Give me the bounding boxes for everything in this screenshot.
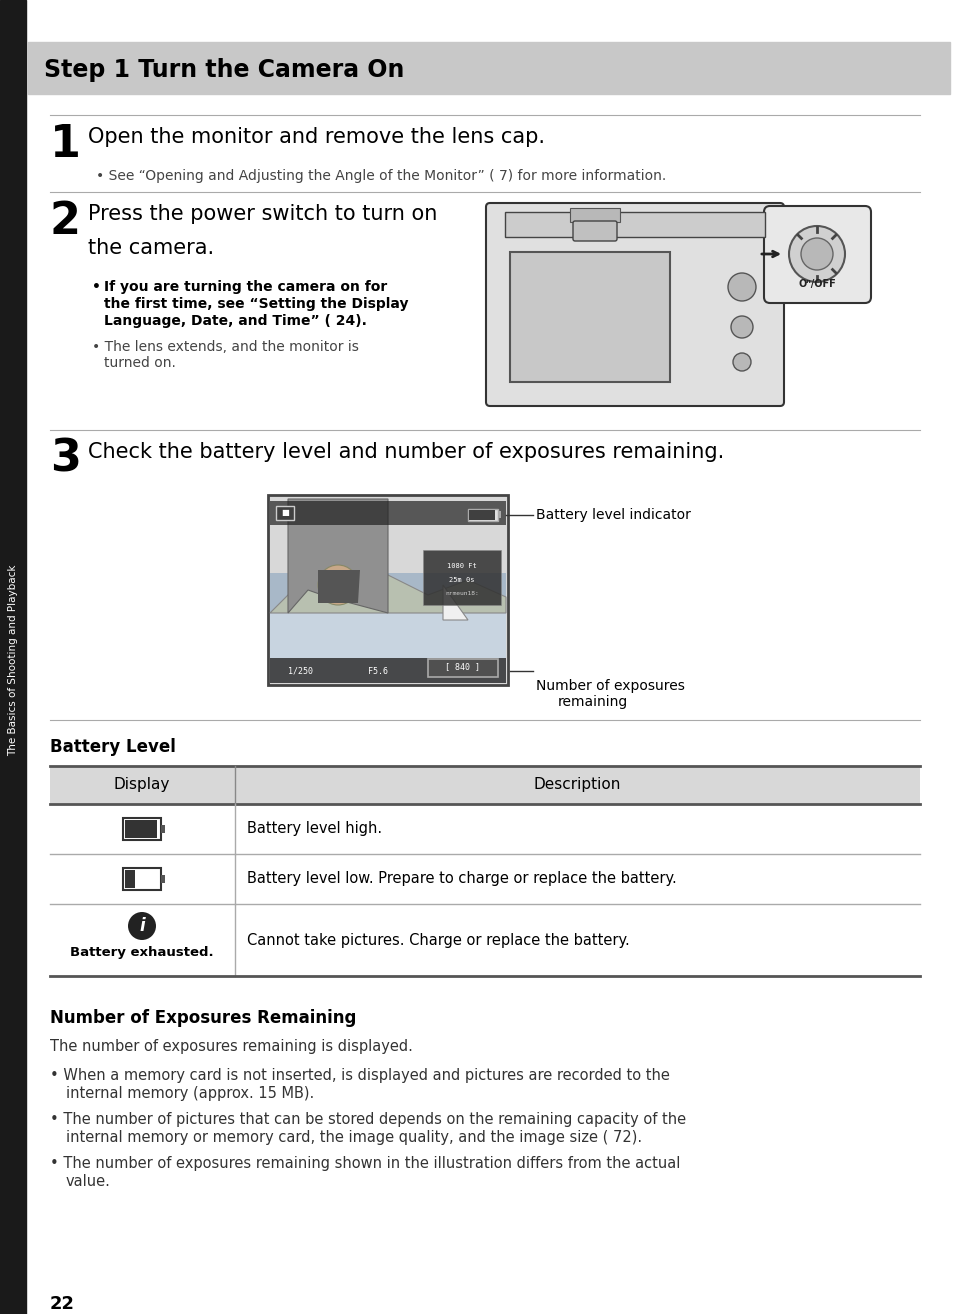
Bar: [0, 0, 26, 1314]
Bar: [125, 870, 135, 888]
Text: 1: 1: [50, 124, 81, 166]
Bar: [50, 904, 919, 976]
Bar: [270, 614, 505, 683]
FancyBboxPatch shape: [573, 221, 617, 240]
Text: Language, Date, and Time” ( 24).: Language, Date, and Time” ( 24).: [104, 314, 367, 328]
Text: 1/250: 1/250: [288, 666, 313, 675]
Bar: [50, 854, 919, 904]
Text: the camera.: the camera.: [88, 238, 213, 258]
Bar: [28, 42, 949, 95]
Text: F5.6: F5.6: [368, 666, 388, 675]
Text: 3: 3: [50, 438, 81, 481]
Text: • When a memory card is not inserted, is displayed and pictures are recorded to : • When a memory card is not inserted, is…: [50, 1068, 669, 1083]
Bar: [123, 869, 161, 890]
Bar: [569, 208, 619, 222]
Bar: [270, 501, 505, 526]
Text: Cannot take pictures. Charge or replace the battery.: Cannot take pictures. Charge or replace …: [247, 933, 629, 947]
Text: •: •: [91, 280, 106, 294]
Bar: [50, 766, 919, 804]
Circle shape: [128, 912, 156, 940]
Polygon shape: [317, 570, 359, 603]
Bar: [469, 510, 495, 520]
Bar: [270, 658, 505, 683]
Bar: [161, 825, 165, 833]
Text: Number of exposures: Number of exposures: [536, 679, 684, 692]
Text: the first time, see “Setting the Display: the first time, see “Setting the Display: [104, 297, 408, 311]
Text: ■: ■: [281, 509, 289, 518]
Bar: [428, 660, 497, 677]
Text: Press the power switch to turn on: Press the power switch to turn on: [88, 204, 436, 223]
Text: internal memory (approx. 15 MB).: internal memory (approx. 15 MB).: [66, 1085, 314, 1101]
Text: Battery level indicator: Battery level indicator: [536, 509, 690, 522]
Bar: [275, 506, 294, 520]
Text: Description: Description: [533, 778, 620, 792]
Bar: [123, 819, 161, 840]
Bar: [270, 573, 505, 614]
Text: 2: 2: [50, 200, 81, 243]
Bar: [161, 875, 165, 883]
Text: Battery level low. Prepare to charge or replace the battery.: Battery level low. Prepare to charge or …: [247, 871, 676, 887]
Text: i: i: [139, 917, 145, 936]
Text: remaining: remaining: [558, 695, 628, 710]
Text: 1080 Ft: 1080 Ft: [447, 562, 476, 569]
Bar: [125, 820, 157, 838]
Text: Display: Display: [113, 778, 170, 792]
Text: The number of exposures remaining is displayed.: The number of exposures remaining is dis…: [50, 1039, 413, 1054]
Polygon shape: [442, 585, 468, 620]
Text: Battery exhausted.: Battery exhausted.: [71, 946, 213, 959]
Text: • The number of pictures that can be stored depends on the remaining capacity of: • The number of pictures that can be sto…: [50, 1112, 685, 1127]
Bar: [50, 804, 919, 854]
Text: Number of Exposures Remaining: Number of Exposures Remaining: [50, 1009, 356, 1028]
Circle shape: [732, 353, 750, 371]
Text: • See “Opening and Adjusting the Angle of the Monitor” ( 7) for more information: • See “Opening and Adjusting the Angle o…: [96, 170, 665, 183]
Bar: [468, 509, 497, 520]
Text: Battery Level: Battery Level: [50, 738, 175, 756]
Text: nrmeun18:: nrmeun18:: [445, 591, 478, 597]
FancyBboxPatch shape: [763, 206, 870, 304]
Polygon shape: [288, 499, 388, 614]
Bar: [504, 212, 764, 237]
Text: • The lens extends, and the monitor is: • The lens extends, and the monitor is: [91, 340, 358, 353]
Bar: [422, 551, 500, 604]
FancyBboxPatch shape: [485, 202, 783, 406]
Text: 22: 22: [50, 1296, 75, 1313]
Text: • The number of exposures remaining shown in the illustration differs from the a: • The number of exposures remaining show…: [50, 1156, 679, 1171]
Text: Step 1 Turn the Camera On: Step 1 Turn the Camera On: [44, 58, 404, 81]
Circle shape: [801, 238, 832, 269]
Text: Check the battery level and number of exposures remaining.: Check the battery level and number of ex…: [88, 442, 723, 463]
Circle shape: [730, 315, 752, 338]
Text: If you are turning the camera on for: If you are turning the camera on for: [104, 280, 387, 294]
Circle shape: [727, 273, 755, 301]
Polygon shape: [270, 570, 505, 614]
Bar: [268, 495, 507, 685]
Circle shape: [788, 226, 844, 283]
Text: Open the monitor and remove the lens cap.: Open the monitor and remove the lens cap…: [88, 127, 544, 147]
Text: turned on.: turned on.: [104, 356, 175, 371]
Bar: [510, 252, 669, 382]
Text: [ 840 ]: [ 840 ]: [445, 662, 480, 671]
Text: Oⁿ/OFF: Oⁿ/OFF: [798, 279, 835, 289]
Text: value.: value.: [66, 1173, 111, 1189]
Text: Battery level high.: Battery level high.: [247, 821, 382, 837]
Text: The Basics of Shooting and Playback: The Basics of Shooting and Playback: [8, 564, 18, 756]
Text: 25m 0s: 25m 0s: [449, 577, 475, 583]
Circle shape: [317, 565, 357, 604]
Text: internal memory or memory card, the image quality, and the image size ( 72).: internal memory or memory card, the imag…: [66, 1130, 641, 1144]
Bar: [497, 511, 500, 518]
